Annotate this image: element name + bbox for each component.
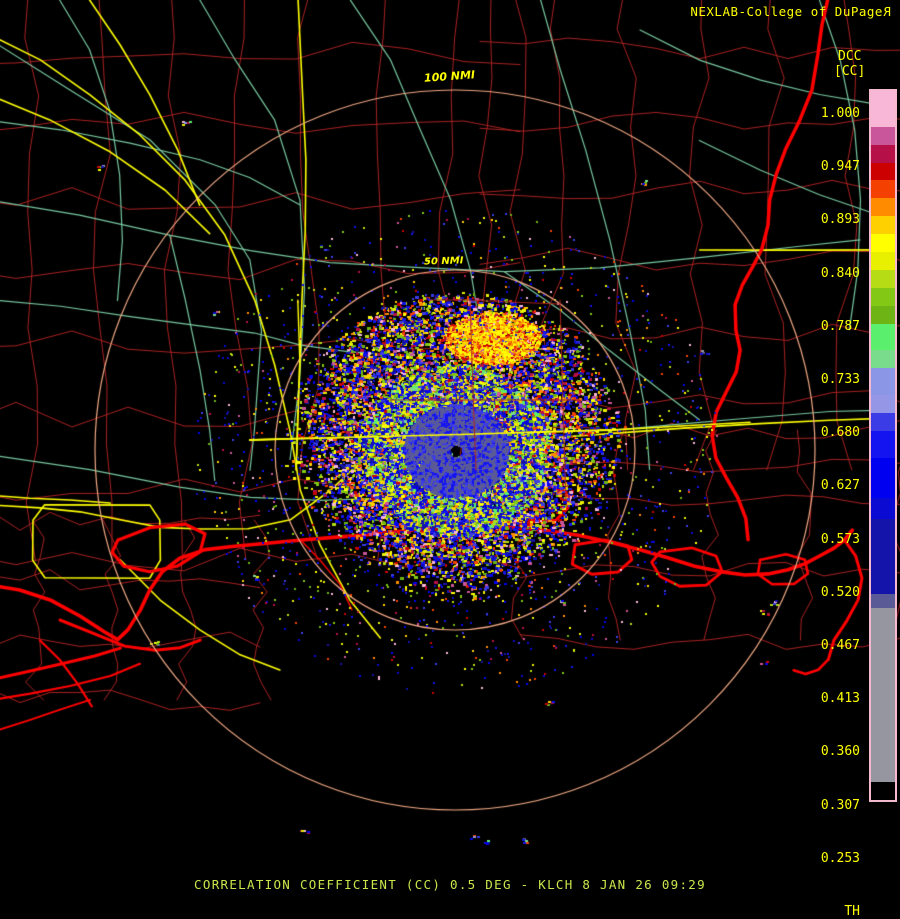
- color-band: [871, 430, 895, 458]
- color-scale-legend[interactable]: [869, 89, 897, 802]
- color-scale-tick: 0.680: [820, 425, 860, 441]
- color-scale-tick: 0.467: [820, 638, 860, 653]
- color-band: [871, 350, 895, 369]
- color-scale-tick: 0.947: [820, 159, 860, 175]
- color-scale-tick: 0.307: [820, 797, 860, 813]
- color-band: [871, 395, 895, 414]
- color-band: [871, 144, 895, 163]
- color-band: [871, 519, 895, 595]
- radar-map-canvas[interactable]: [0, 0, 900, 900]
- color-band: [871, 368, 895, 396]
- legend-unit-label: [CC]: [834, 64, 866, 79]
- color-scale-tick: 0.360: [820, 744, 860, 760]
- color-scale-frame: [869, 89, 897, 802]
- color-band: [871, 252, 895, 270]
- branding-text: NEXLAB-College of DuPage: [690, 4, 883, 19]
- color-band: [871, 216, 895, 235]
- color-scale-tick: 0.840: [820, 265, 860, 281]
- color-scale-bands: [871, 91, 895, 800]
- product-caption: CORRELATION COEFFICIENT (CC) 0.5 DEG - K…: [194, 877, 706, 892]
- color-band: [871, 287, 895, 306]
- legend-product-code: DCC: [838, 49, 862, 64]
- branding-mark-icon: R: [882, 4, 891, 19]
- color-scale-tick: 0.253: [820, 850, 860, 866]
- color-band: [871, 607, 895, 782]
- color-band: [871, 180, 895, 199]
- range-ring-label-50nmi: 50 NMI: [423, 255, 464, 268]
- color-band: [871, 91, 895, 127]
- color-band: [871, 269, 895, 288]
- color-band: [871, 234, 895, 253]
- color-band: [871, 323, 895, 351]
- color-scale-tick: 0.627: [820, 478, 860, 494]
- color-scale-tick: 0.733: [820, 372, 860, 387]
- color-band: [871, 594, 895, 608]
- color-band: [871, 413, 895, 431]
- color-scale-tick: 1.000: [820, 106, 860, 121]
- color-scale-tick: 0.893: [820, 212, 860, 228]
- color-band: [871, 457, 895, 498]
- color-scale-threshold-label: TH: [844, 904, 860, 919]
- branding-label: NEXLAB-College of DuPageR: [690, 4, 891, 19]
- color-scale-tick: 0.520: [820, 584, 860, 600]
- color-scale-tick: 0.787: [820, 318, 860, 334]
- color-band: [871, 305, 895, 324]
- color-scale-tick: 0.573: [820, 531, 860, 547]
- color-band: [871, 497, 895, 520]
- color-scale-tick: 0.413: [820, 691, 860, 707]
- color-band: [871, 198, 895, 217]
- color-band: [871, 162, 895, 181]
- color-band: [871, 126, 895, 145]
- color-band: [871, 781, 895, 800]
